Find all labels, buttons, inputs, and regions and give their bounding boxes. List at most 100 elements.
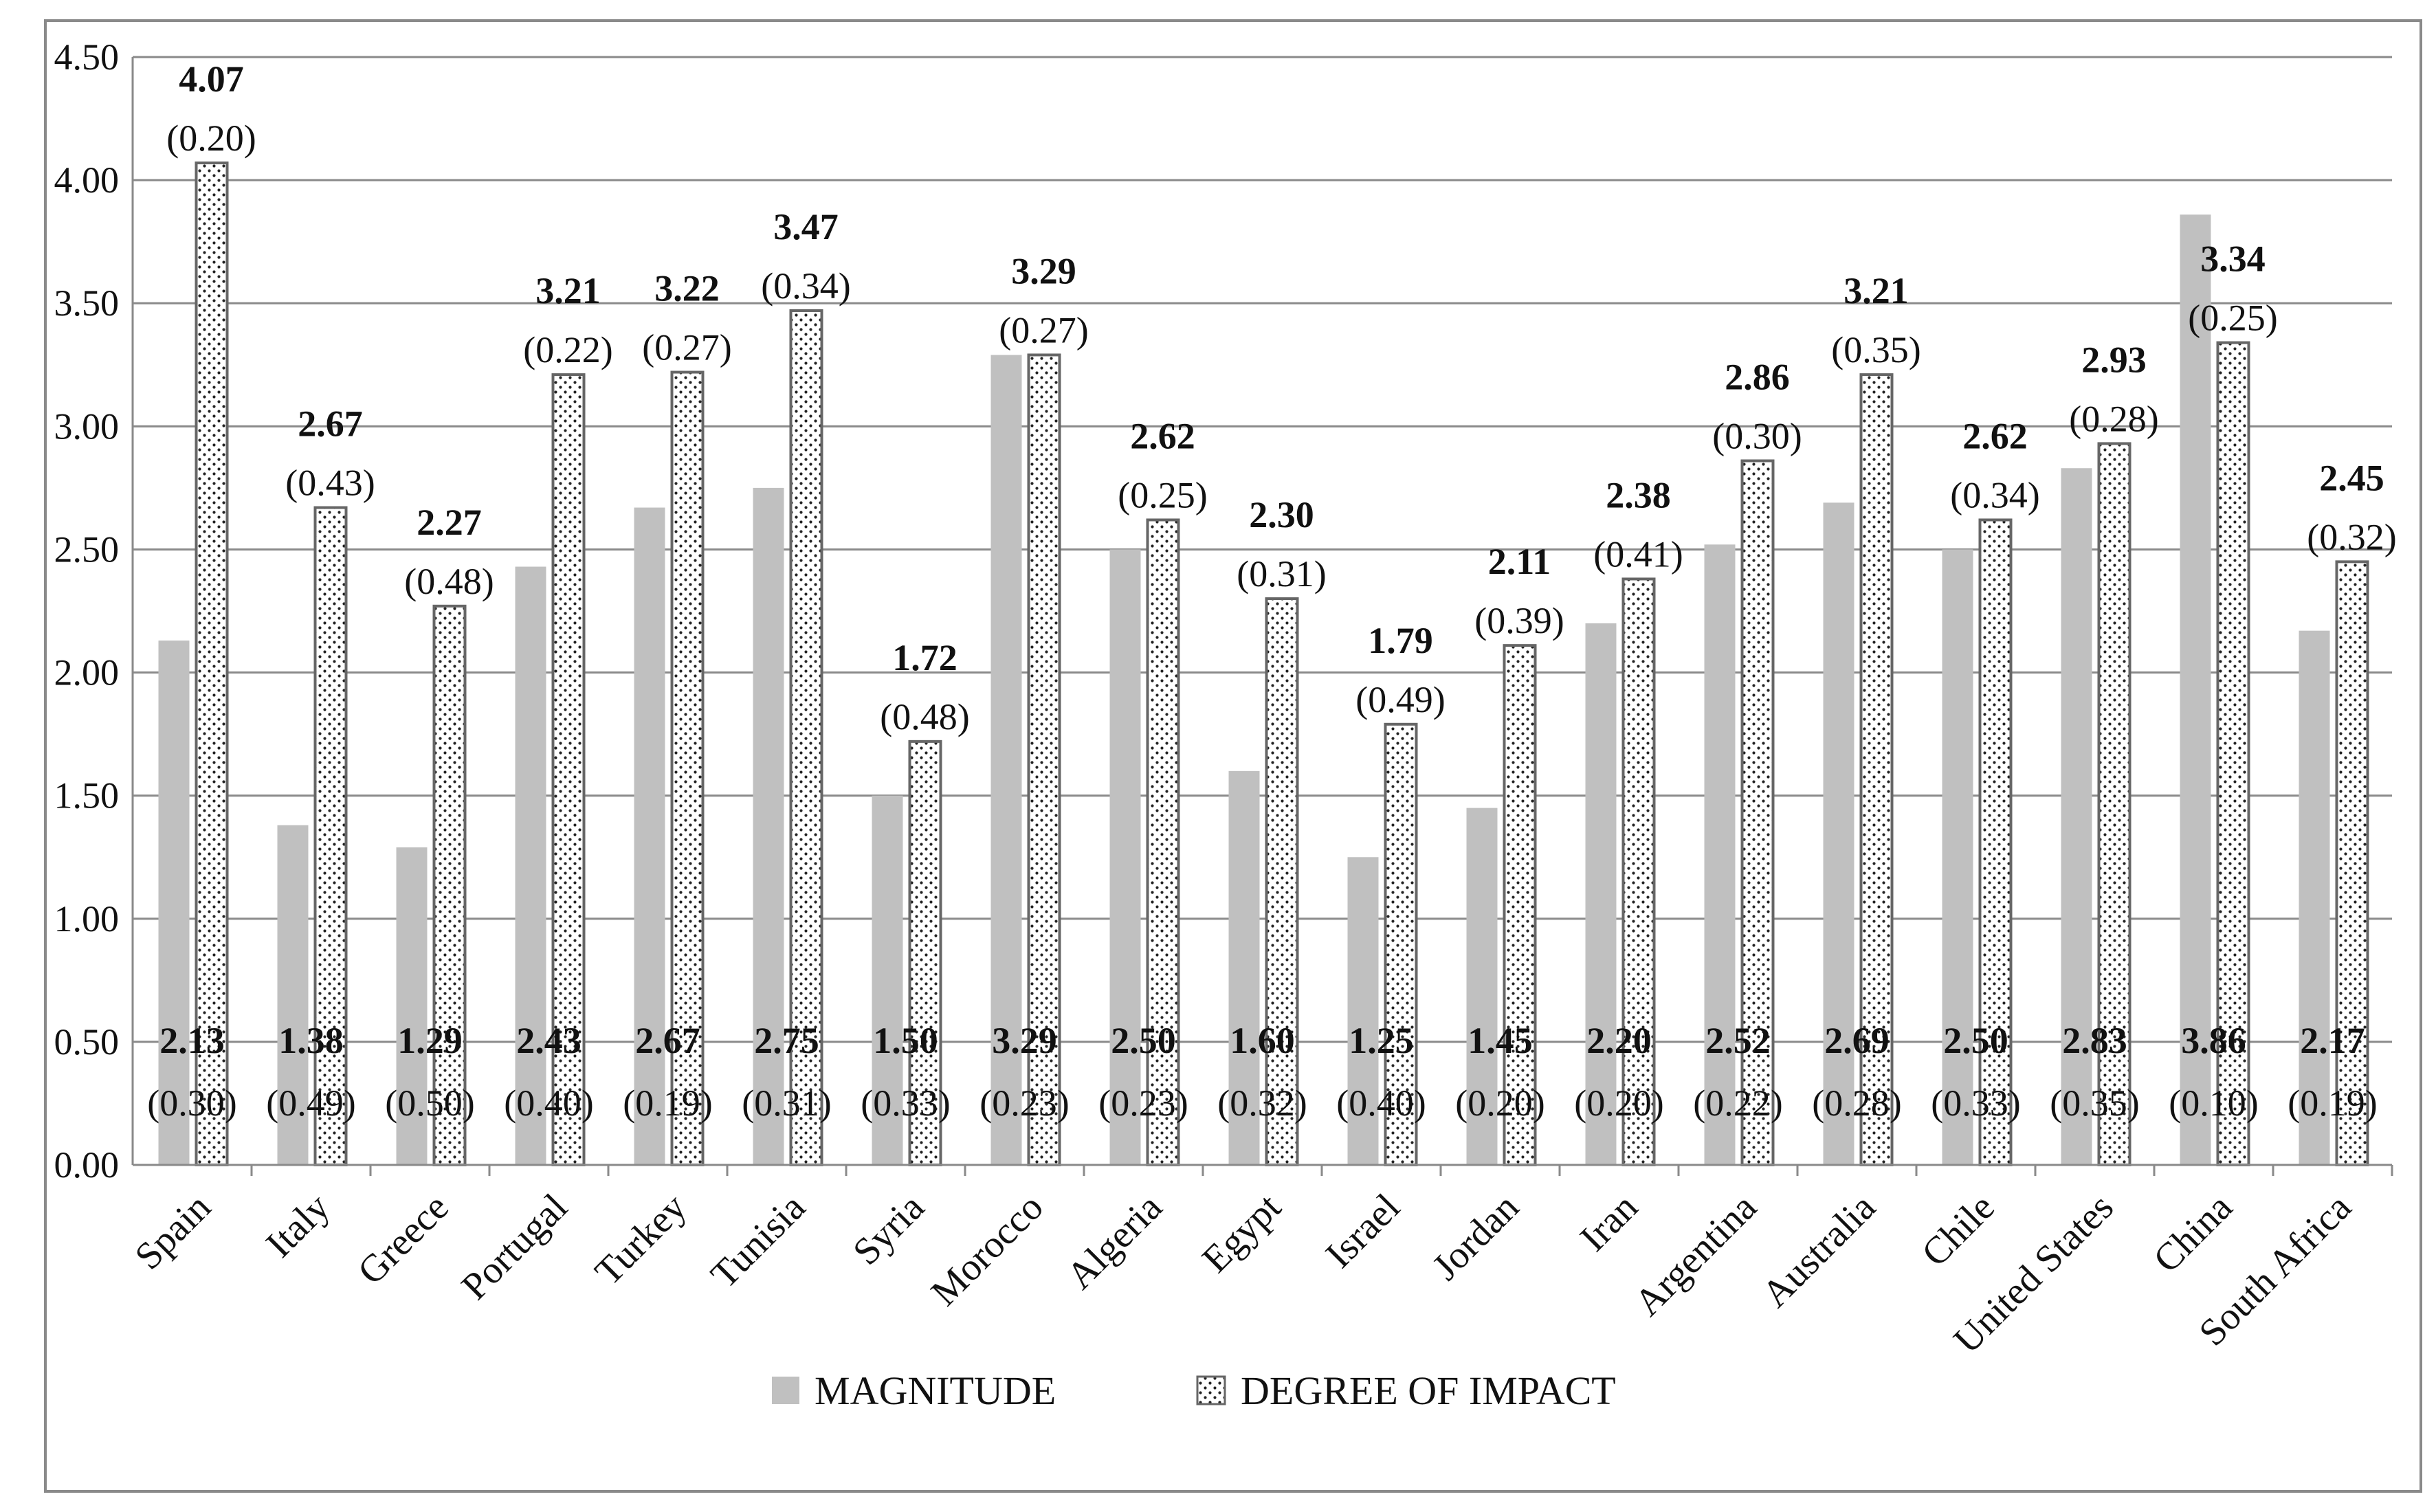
degree-of-impact-sd-label: (0.22)	[523, 329, 612, 370]
x-category-label: China	[2145, 1186, 2241, 1281]
x-category-label: Italy	[258, 1186, 337, 1265]
magnitude-sd-label: (0.49)	[266, 1082, 355, 1124]
magnitude-value-label: 1.38	[278, 1020, 344, 1061]
bar-magnitude-tunisia	[753, 487, 784, 1165]
magnitude-value-label: 2.13	[159, 1020, 225, 1061]
degree-of-impact-sd-label: (0.34)	[761, 265, 850, 307]
degree-of-impact-sd-label: (0.31)	[1237, 553, 1326, 594]
bar-magnitude-algeria	[1109, 549, 1141, 1165]
degree-of-impact-value-label: 2.45	[2319, 457, 2384, 498]
degree-of-impact-sd-label: (0.39)	[1474, 600, 1564, 641]
magnitude-value-label: 3.86	[2181, 1020, 2246, 1061]
x-category-label: Egypt	[1194, 1186, 1289, 1281]
bar-magnitude-united-states	[2061, 468, 2092, 1165]
magnitude-value-label: 1.29	[397, 1020, 463, 1061]
y-tick-label: 3.50	[54, 282, 120, 324]
x-category-label: Turkey	[587, 1186, 695, 1293]
bar-degree-of-impact-south-africa	[2335, 560, 2369, 1166]
bar-degree-of-impact-egypt	[1265, 597, 1299, 1166]
degree-of-impact-value-label: 4.07	[179, 58, 244, 100]
magnitude-sd-label: (0.32)	[1217, 1082, 1307, 1124]
y-tick-label: 0.00	[54, 1144, 120, 1186]
degree-of-impact-value-label: 2.30	[1249, 494, 1314, 535]
chart-border	[44, 19, 2422, 1493]
x-category-label: Israel	[1318, 1186, 1408, 1276]
legend-swatch-degree-of-impact	[1196, 1375, 1226, 1405]
bar-magnitude-spain	[158, 640, 190, 1165]
x-category-label: Algeria	[1059, 1186, 1171, 1298]
magnitude-value-label: 1.25	[1349, 1020, 1414, 1061]
degree-of-impact-value-label: 2.67	[298, 403, 363, 445]
bar-degree-of-impact-greece	[432, 604, 467, 1166]
gridlines	[133, 56, 2392, 1043]
magnitude-sd-label: (0.20)	[1455, 1082, 1544, 1124]
bar-magnitude-iran	[1585, 623, 1617, 1165]
magnitude-sd-label: (0.23)	[979, 1082, 1069, 1124]
magnitude-sd-label: (0.33)	[1931, 1082, 2020, 1124]
bar-degree-of-impact-spain	[195, 162, 229, 1167]
magnitude-value-label: 3.29	[992, 1020, 1057, 1061]
degree-of-impact-sd-label: (0.48)	[404, 561, 494, 602]
magnitude-sd-label: (0.28)	[1812, 1082, 1901, 1124]
bar-degree-of-impact-tunisia	[789, 309, 823, 1167]
bar-magnitude-portugal	[515, 566, 546, 1165]
degree-of-impact-value-label: 2.38	[1606, 474, 1671, 515]
magnitude-value-label: 1.60	[1230, 1020, 1295, 1061]
magnitude-value-label: 2.50	[1943, 1020, 2008, 1061]
magnitude-sd-label: (0.31)	[742, 1082, 831, 1124]
y-tick-label: 4.00	[54, 159, 120, 201]
degree-of-impact-value-label: 1.72	[892, 637, 957, 678]
x-category-label: Greece	[350, 1186, 457, 1293]
magnitude-sd-label: (0.22)	[1693, 1082, 1782, 1124]
bar-magnitude-egypt	[1228, 770, 1260, 1165]
degree-of-impact-sd-label: (0.25)	[2188, 298, 2277, 339]
bar-magnitude-argentina	[1704, 544, 1736, 1165]
degree-of-impact-value-label: 1.79	[1368, 620, 1433, 661]
x-category-label: Argentina	[1626, 1186, 1765, 1324]
bar-magnitude-south-africa	[2299, 630, 2330, 1165]
magnitude-value-label: 2.43	[516, 1020, 582, 1061]
magnitude-sd-label: (0.40)	[1336, 1082, 1426, 1124]
degree-of-impact-value-label: 2.62	[1962, 415, 2028, 456]
degree-of-impact-sd-label: (0.35)	[1831, 329, 1920, 370]
magnitude-sd-label: (0.19)	[2288, 1082, 2377, 1124]
magnitude-sd-label: (0.35)	[2050, 1082, 2139, 1124]
magnitude-sd-label: (0.50)	[385, 1082, 474, 1124]
x-category-label: Portugal	[454, 1186, 576, 1308]
degree-of-impact-sd-label: (0.41)	[1593, 533, 1683, 575]
y-tick-label: 2.50	[54, 529, 120, 570]
bar-degree-of-impact-portugal	[551, 373, 586, 1166]
bar-degree-of-impact-algeria	[1146, 518, 1180, 1166]
degree-of-impact-value-label: 2.93	[2081, 339, 2147, 380]
x-category-label: Iran	[1572, 1186, 1646, 1260]
bar-magnitude-chile	[1942, 549, 1973, 1165]
x-category-label: Australia	[1754, 1186, 1884, 1315]
legend: MAGNITUDE DEGREE OF IMPACT	[772, 1368, 1616, 1413]
magnitude-sd-label: (0.19)	[623, 1082, 712, 1124]
degree-of-impact-sd-label: (0.27)	[999, 309, 1088, 351]
magnitude-sd-label: (0.20)	[1574, 1082, 1663, 1124]
degree-of-impact-value-label: 3.47	[773, 206, 839, 247]
magnitude-sd-label: (0.40)	[504, 1082, 593, 1124]
degree-of-impact-sd-label: (0.20)	[166, 118, 256, 159]
bar-magnitude-morocco	[990, 355, 1022, 1165]
x-category-label: Tunisia	[702, 1186, 813, 1296]
magnitude-value-label: 2.69	[1824, 1020, 1890, 1061]
magnitude-value-label: 2.50	[1111, 1020, 1176, 1061]
bar-magnitude-italy	[277, 825, 309, 1165]
bar-degree-of-impact-italy	[313, 506, 348, 1166]
degree-of-impact-sd-label: (0.32)	[2307, 516, 2396, 557]
magnitude-sd-label: (0.23)	[1098, 1082, 1188, 1124]
magnitude-value-label: 1.50	[873, 1020, 938, 1061]
degree-of-impact-sd-label: (0.34)	[1950, 474, 2039, 515]
magnitude-sd-label: (0.33)	[861, 1082, 950, 1124]
magnitude-sd-label: (0.30)	[147, 1082, 236, 1124]
bar-magnitude-australia	[1823, 502, 1854, 1165]
y-tick-label: 0.50	[54, 1021, 120, 1063]
degree-of-impact-sd-label: (0.25)	[1118, 474, 1207, 515]
degree-of-impact-value-label: 2.62	[1130, 415, 1195, 456]
data-labels: 2.13 (0.30) 4.07 (0.20) 1.38 (0.49) 2.67 (0.43)…	[147, 58, 2396, 1124]
magnitude-value-label: 2.83	[2062, 1020, 2127, 1061]
degree-of-impact-value-label: 3.34	[2200, 238, 2266, 280]
